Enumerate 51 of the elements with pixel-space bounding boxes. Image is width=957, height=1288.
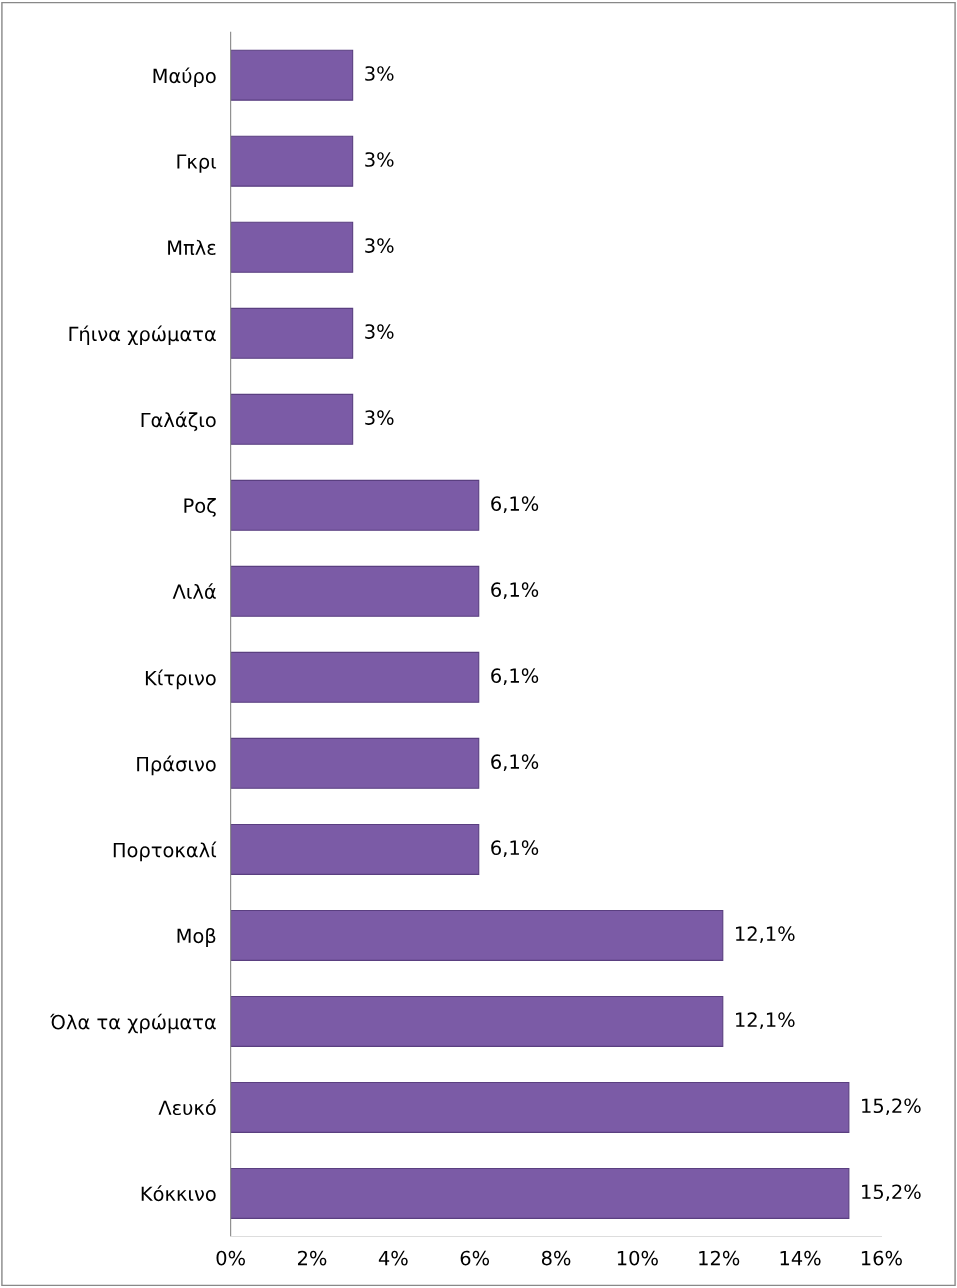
x-tick-label: 12% <box>699 1250 740 1266</box>
bar <box>230 909 724 961</box>
data-label: 15,2% <box>862 1184 921 1202</box>
data-label: 6,1% <box>491 840 539 858</box>
data-label: 3% <box>365 66 394 81</box>
x-tick-label: 14% <box>780 1250 821 1266</box>
y-tick-label: Γαλάζιο <box>141 411 216 432</box>
x-tick-label: 2% <box>297 1250 327 1266</box>
bar <box>230 823 480 875</box>
bar <box>230 479 480 531</box>
bar <box>230 995 724 1047</box>
data-label: 6,1% <box>491 496 539 513</box>
bar <box>230 49 354 101</box>
data-label: 3% <box>365 152 394 167</box>
bar <box>230 651 480 703</box>
y-tick-label: Μαύρο <box>153 67 216 88</box>
y-tick-label: Μοβ <box>177 927 216 947</box>
data-label: 6,1% <box>491 582 539 599</box>
data-label: 12,1% <box>736 1012 795 1030</box>
data-label: 3% <box>365 410 394 425</box>
data-label: 3% <box>365 324 394 339</box>
x-tick-label: 10% <box>617 1250 658 1266</box>
x-tick-label: 0% <box>216 1250 245 1266</box>
y-tick-label: Λευκό <box>158 1099 216 1116</box>
bar <box>230 1081 850 1133</box>
data-label: 3% <box>365 238 394 253</box>
y-tick-label: Γκρι <box>177 154 217 173</box>
y-tick-label: Ροζ <box>184 497 216 517</box>
x-tick-label: 16% <box>861 1250 902 1266</box>
bar <box>230 393 354 445</box>
data-label: 12,1% <box>736 926 795 944</box>
bar <box>230 565 480 617</box>
bar <box>230 1167 850 1219</box>
data-label: 6,1% <box>491 668 539 685</box>
bar <box>230 221 354 273</box>
x-tick-label: 8% <box>541 1250 571 1266</box>
x-tick-label: 4% <box>378 1250 408 1266</box>
y-tick-label: Γήινα χρώματα <box>69 325 216 346</box>
data-label: 15,2% <box>862 1098 921 1116</box>
y-tick-label: Λιλά <box>172 583 216 599</box>
bar <box>230 737 480 789</box>
bar <box>230 307 354 359</box>
y-tick-label: Κίτρινο <box>145 669 216 690</box>
y-tick-label: Πορτοκαλί <box>113 841 217 862</box>
y-tick-label: Μπλε <box>168 239 216 256</box>
bar <box>230 135 354 187</box>
y-tick-label: Όλα τα χρώματα <box>50 1013 216 1034</box>
x-tick-label: 6% <box>460 1250 490 1266</box>
y-tick-label: Πράσινο <box>137 755 216 776</box>
y-tick-label: Κόκκινο <box>141 1185 216 1202</box>
data-label: 6,1% <box>491 754 539 771</box>
